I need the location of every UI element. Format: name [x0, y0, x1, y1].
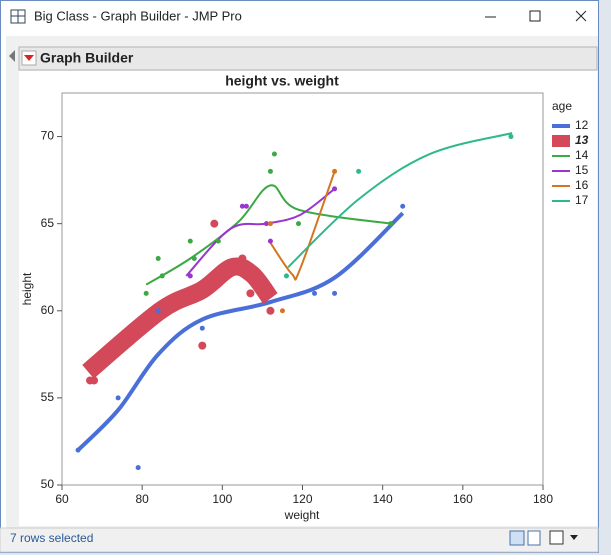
point	[187, 238, 193, 244]
table-button[interactable]	[527, 530, 541, 546]
point	[238, 254, 247, 263]
x-tick-label: 180	[533, 492, 553, 506]
legend-label: 13	[575, 133, 589, 147]
point	[155, 256, 161, 262]
legend-label: 12	[575, 118, 589, 132]
x-tick-label: 100	[212, 492, 232, 506]
dropdown-arrow[interactable]	[570, 535, 578, 540]
panel-header	[18, 46, 598, 71]
point	[215, 238, 221, 244]
x-tick-label: 160	[453, 492, 473, 506]
fit-line	[76, 211, 405, 452]
point	[267, 221, 273, 227]
legend-label: 16	[575, 178, 589, 192]
point	[332, 290, 338, 296]
point	[143, 290, 149, 296]
fit-line	[145, 184, 391, 286]
point	[199, 325, 205, 331]
point	[263, 221, 269, 227]
point	[198, 341, 207, 350]
point	[115, 395, 121, 401]
point	[159, 273, 165, 279]
red-triangle-menu[interactable]	[24, 55, 34, 61]
legend-title: age	[552, 99, 572, 113]
point	[191, 256, 197, 262]
point	[239, 203, 245, 209]
point	[332, 168, 338, 174]
x-axis-label: weight	[284, 508, 320, 522]
point	[135, 465, 141, 471]
legend-label: 14	[575, 148, 589, 162]
point	[400, 203, 406, 209]
point	[388, 221, 394, 227]
y-tick-label: 60	[41, 303, 55, 317]
point	[266, 306, 275, 315]
y-axis-label: height	[20, 272, 34, 305]
status-text: 7 rows selected	[10, 531, 93, 545]
x-tick-label: 60	[55, 492, 69, 506]
x-tick-label: 80	[135, 492, 149, 506]
point	[267, 168, 273, 174]
point	[75, 447, 81, 453]
point	[279, 308, 285, 314]
point	[187, 273, 193, 279]
x-tick-label: 120	[292, 492, 312, 506]
legend-label: 17	[575, 193, 589, 207]
point	[295, 221, 301, 227]
point	[332, 186, 338, 192]
point	[312, 290, 318, 296]
y-tick-label: 55	[41, 390, 55, 404]
point	[283, 273, 289, 279]
fit-line	[82, 257, 278, 379]
point	[210, 219, 219, 228]
disclosure-icon[interactable]	[9, 50, 15, 62]
status-bar	[0, 527, 599, 553]
title-bar	[1, 1, 598, 35]
y-tick-label: 65	[41, 216, 55, 230]
panel-title: Graph Builder	[40, 50, 134, 66]
x-tick-label: 140	[373, 492, 393, 506]
home-button[interactable]	[509, 530, 525, 546]
fit-line	[269, 171, 336, 281]
point	[90, 376, 99, 385]
chart-title: height vs. weight	[225, 73, 339, 89]
fit-line	[287, 132, 513, 268]
window-title: Big Class - Graph Builder - JMP Pro	[34, 8, 242, 23]
point	[155, 308, 161, 314]
y-tick-label: 70	[41, 129, 55, 143]
y-tick-label: 50	[41, 477, 55, 491]
selection-box[interactable]	[549, 530, 564, 545]
point	[508, 134, 514, 140]
point	[243, 203, 249, 209]
point	[271, 151, 277, 157]
point	[246, 289, 255, 298]
point	[356, 168, 362, 174]
legend-label: 15	[575, 163, 589, 177]
close-button[interactable]	[575, 10, 587, 22]
point	[267, 238, 273, 244]
plot-frame	[61, 92, 544, 486]
maximize-button[interactable]	[529, 10, 541, 22]
